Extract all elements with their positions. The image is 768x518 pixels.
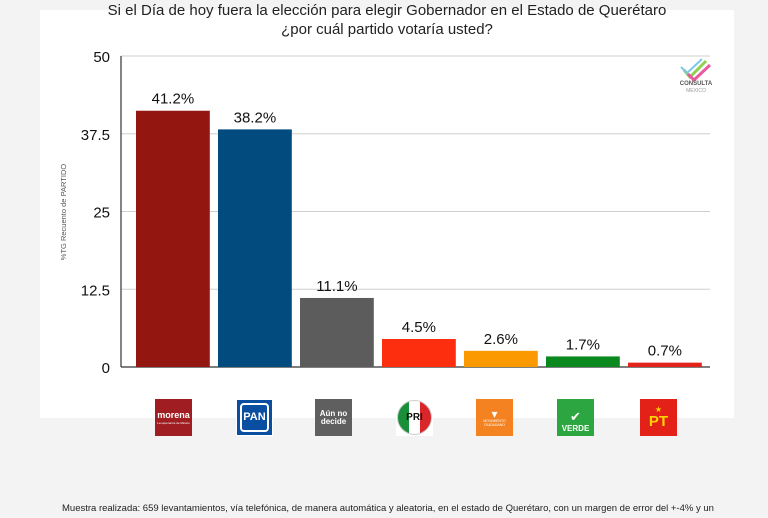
y-axis-title: %TG Recuento de PARTIDO — [59, 164, 68, 261]
y-tick-label: 12.5 — [81, 282, 110, 299]
footnote: Muestra realizada: 659 levantamientos, v… — [62, 503, 714, 514]
star-icon: ★ — [654, 405, 663, 414]
consulta-logo-text: CONSULTA — [679, 81, 713, 87]
eagle-icon: ▾ — [491, 407, 498, 421]
mc-logo-text: MOVIMIENTO CIUDADANO — [483, 419, 506, 427]
morena-logo: morena La esperanza de México — [155, 399, 192, 436]
pri-logo-text: PRI — [397, 400, 432, 435]
pan-logo-text: PAN — [240, 403, 269, 432]
chart-title: Si el Día de hoy fuera la elección para … — [40, 1, 734, 39]
y-tick-label: 50 — [93, 49, 110, 66]
data-label: 4.5% — [402, 319, 436, 336]
consulta-logo: CONSULTA MEXICO — [676, 58, 716, 98]
bar-morena — [136, 110, 210, 368]
pri-logo: PRI — [396, 399, 433, 436]
bar-pan — [218, 129, 292, 367]
morena-logo-text: morena — [157, 409, 190, 420]
y-tick-label: 25 — [93, 205, 110, 222]
data-label: 2.6% — [484, 331, 518, 348]
morena-logo-sub: La esperanza de México — [157, 420, 190, 425]
pt-logo: ★ PT — [640, 399, 677, 436]
toucan-icon: ✔ — [570, 409, 581, 424]
data-label: 41.2% — [152, 91, 195, 108]
pan-logo: PAN — [236, 399, 273, 436]
bar-verde — [546, 356, 620, 367]
data-label: 0.7% — [648, 343, 682, 360]
bar-movimiento-ciudadano — [464, 350, 538, 367]
verde-logo: ✔ VERDE — [557, 399, 594, 436]
data-label: 38.2% — [234, 109, 277, 126]
y-tick-label: 0 — [102, 360, 110, 377]
bar-aún-no-decide — [300, 297, 374, 367]
verde-logo-text: VERDE — [561, 424, 590, 433]
aun-no-decide-logo: Aún no decide — [315, 399, 352, 436]
chart-title-line-1: Si el Día de hoy fuera la elección para … — [107, 2, 667, 19]
aun-logo-line-1: Aún no — [319, 408, 348, 418]
data-label: 11.1% — [316, 278, 357, 295]
aun-logo-line-2: decide — [320, 416, 347, 426]
pt-logo-text: PT — [648, 413, 669, 430]
consulta-logo-sub: MEXICO — [686, 88, 706, 94]
consulta-logo-icon — [680, 58, 712, 83]
movimiento-ciudadano-logo: ▾ MOVIMIENTO CIUDADANO — [476, 399, 513, 436]
bar-pt — [628, 362, 702, 367]
bar-pri — [382, 339, 456, 367]
data-label: 1.7% — [566, 336, 600, 353]
chart-title-line-2: ¿por cuál partido votaría usted? — [281, 21, 493, 38]
y-tick-label: 37.5 — [81, 127, 110, 144]
